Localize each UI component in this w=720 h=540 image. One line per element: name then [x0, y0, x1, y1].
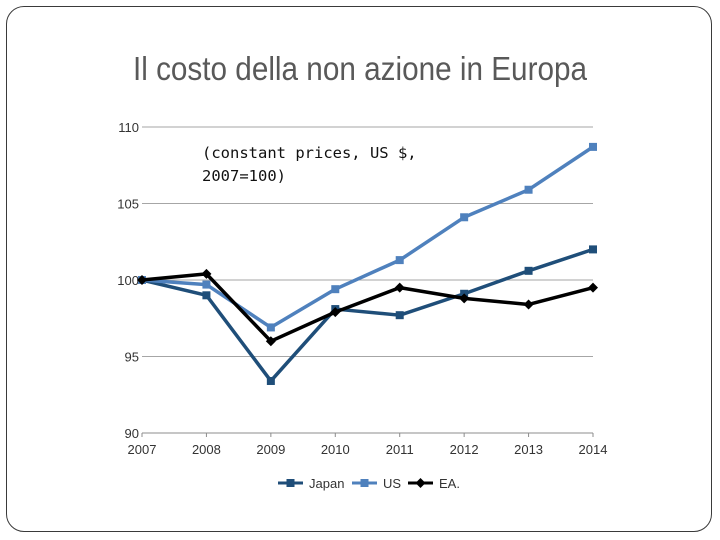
legend-swatch-marker — [415, 478, 426, 488]
slide-frame — [6, 6, 712, 532]
data-point-ea — [523, 299, 534, 310]
legend-item-japan: Japan — [278, 476, 344, 491]
x-tick-label: 2014 — [579, 442, 608, 457]
data-point-ea — [394, 282, 405, 293]
x-tick-label: 2011 — [386, 442, 414, 457]
data-point-ea — [459, 293, 470, 304]
data-point-ea — [137, 275, 147, 285]
series-line-japan — [141, 247, 594, 383]
data-point-us — [331, 285, 340, 294]
data-point-ea — [201, 268, 212, 279]
series-group — [137, 142, 598, 385]
legend-swatch-marker — [286, 479, 295, 487]
y-tick-label: 105 — [117, 197, 139, 212]
y-axis-ticks: 90 95 100 105 110 — [117, 120, 139, 441]
data-point-us — [202, 280, 211, 289]
gridlines — [142, 126, 593, 434]
data-point-us — [266, 323, 275, 332]
x-tick-label: 2008 — [192, 442, 221, 457]
series-japan — [138, 245, 597, 385]
data-point-japan — [589, 245, 597, 254]
data-point-japan — [202, 291, 211, 300]
legend-label: EA. — [439, 476, 460, 491]
data-point-us — [589, 142, 597, 151]
y-tick-label: 90 — [125, 426, 139, 441]
x-tick-label: 2007 — [128, 442, 157, 457]
data-point-us — [460, 213, 469, 222]
y-tick-label: 95 — [125, 350, 139, 365]
x-axis-ticks: 2007 2008 2009 2010 2011 2012 2013 2014 — [128, 433, 608, 457]
annotation-line-2: 2007=100) — [202, 167, 286, 185]
data-point-japan — [524, 266, 533, 275]
series-line-us — [141, 145, 594, 330]
legend-label: US — [383, 476, 401, 491]
x-tick-label: 2010 — [321, 442, 350, 457]
data-point-japan — [266, 376, 275, 385]
data-point-japan — [395, 311, 404, 320]
series-line-ea — [141, 272, 594, 343]
data-point-ea — [265, 336, 276, 347]
data-point-us — [395, 256, 404, 265]
legend-swatch-marker — [360, 479, 369, 487]
data-point-us — [524, 185, 533, 194]
slide-title: Il costo della non azione in Europa — [132, 50, 588, 87]
chart-legend: Japan US EA. — [278, 476, 460, 491]
annotation-line-1: (constant prices, US $, — [202, 144, 417, 162]
x-tick-label: 2012 — [450, 442, 479, 457]
legend-item-ea: EA. — [408, 476, 460, 491]
chart-annotation: (constant prices, US $, 2007=100) — [202, 144, 417, 185]
data-point-ea — [330, 307, 341, 318]
x-tick-label: 2009 — [256, 442, 285, 457]
legend-label: Japan — [309, 476, 344, 491]
legend-item-us: US — [352, 476, 401, 491]
data-point-ea — [588, 282, 598, 293]
series-ea — [137, 268, 598, 347]
y-tick-label: 100 — [117, 273, 139, 288]
x-tick-label: 2013 — [514, 442, 543, 457]
y-tick-label: 110 — [118, 120, 139, 135]
